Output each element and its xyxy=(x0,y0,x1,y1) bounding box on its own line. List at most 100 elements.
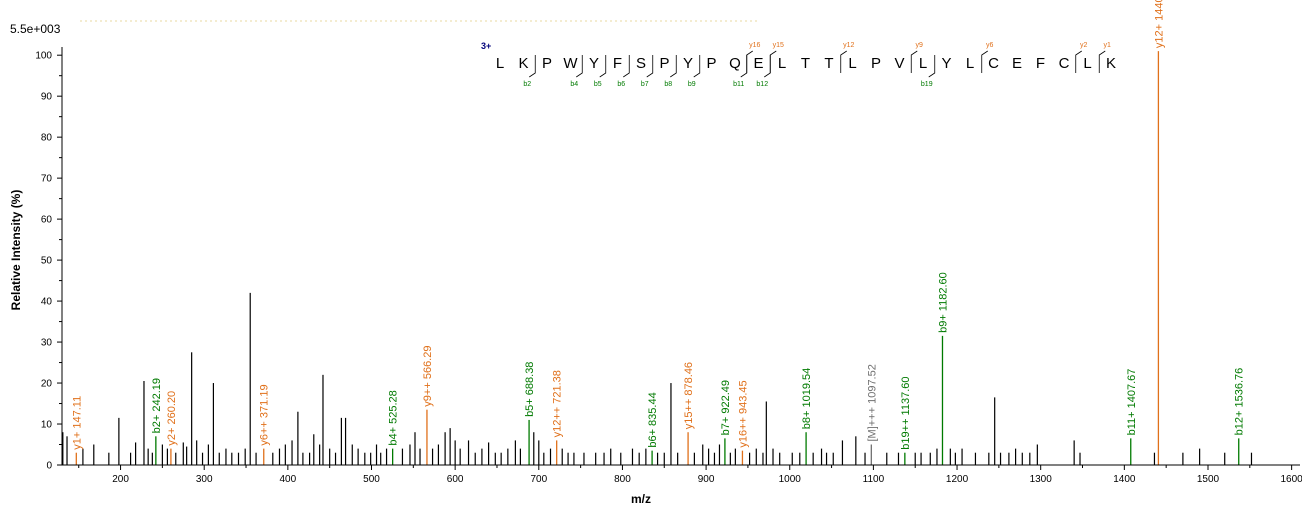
y-tick-label-0: 0 xyxy=(46,461,52,472)
y-tick-label-90: 90 xyxy=(41,92,53,103)
residue-5: Y xyxy=(589,55,599,72)
b-ion-b4: b4 xyxy=(570,81,578,88)
residue-8: P xyxy=(659,55,669,72)
b-cleavage-b12 xyxy=(764,55,771,78)
b-cleavage-b2 xyxy=(529,55,536,78)
b-ion-b7: b7 xyxy=(641,81,649,88)
charge-state-label: 3+ xyxy=(481,41,491,51)
peak-label-3: y6++ 371.19 xyxy=(259,384,271,445)
residue-2: K xyxy=(518,55,528,72)
peak-label-12: b8+ 1019.54 xyxy=(801,368,813,429)
b-cleavage-b4 xyxy=(576,55,583,78)
residue-26: L xyxy=(1083,55,1091,72)
y-ion-y6: y6 xyxy=(986,42,994,49)
peaks-layer xyxy=(62,51,1253,465)
y-ion-y9: y9 xyxy=(916,42,924,49)
x-axis-title: m/z xyxy=(631,492,651,506)
residue-17: P xyxy=(871,55,881,72)
y-tick-label-30: 30 xyxy=(41,338,53,349)
x-tick-label-1400: 1400 xyxy=(1113,474,1136,485)
peak-label-6: b5+ 688.38 xyxy=(524,362,536,417)
residue-18: V xyxy=(894,55,904,72)
x-tick-label-700: 700 xyxy=(530,474,547,485)
residue-24: F xyxy=(1036,55,1045,72)
x-tick-label-1000: 1000 xyxy=(779,474,802,485)
peak-label-1: b2+ 242.19 xyxy=(151,378,163,433)
residue-13: L xyxy=(778,55,786,72)
peak-labels-layer: y1+ 147.11 b2+ 242.19 y2+ 260.20 y6++ 371.1… xyxy=(71,0,1245,450)
y-cleavage-y16 xyxy=(746,50,753,73)
y-cleavage-y12 xyxy=(840,50,847,73)
b-cleavage-b7 xyxy=(646,55,654,78)
peak-label-13: [M]+++ 1097.52 xyxy=(866,364,878,441)
y-tick-label-60: 60 xyxy=(41,215,53,226)
y-tick-label-10: 10 xyxy=(41,420,53,431)
peak-label-11: y16++ 943.45 xyxy=(737,380,749,447)
b-cleavage-b19 xyxy=(928,55,936,78)
residue-9: Y xyxy=(683,55,693,72)
peak-label-8: b6+ 835.44 xyxy=(647,392,659,447)
x-tick-label-900: 900 xyxy=(698,474,715,485)
residue-21: L xyxy=(966,55,974,72)
peak-label-7: y12++ 721.38 xyxy=(552,370,564,437)
axes xyxy=(61,47,1300,466)
peak-label-17: y12+ 1440.73 xyxy=(1153,0,1165,48)
peak-label-15: b9+ 1182.60 xyxy=(937,272,949,333)
intensity-scale-label: 5.5e+003 xyxy=(10,22,61,36)
peak-label-10: b7+ 922.49 xyxy=(720,380,732,435)
x-tick-label-1600: 1600 xyxy=(1281,474,1302,485)
b-cleavage-b9 xyxy=(693,55,701,78)
y-cleavage-y6 xyxy=(981,50,988,73)
peak-label-4: b4+ 525.28 xyxy=(388,390,400,445)
peak-label-16: b11+ 1407.67 xyxy=(1126,369,1138,436)
x-tick-label-300: 300 xyxy=(196,474,213,485)
y-ion-y12: y12 xyxy=(843,42,854,49)
residue-7: S xyxy=(636,55,646,72)
b-cleavage-b6 xyxy=(623,55,630,78)
residue-11: Q xyxy=(729,55,741,72)
y-axis-title: Relative Intensity (%) xyxy=(9,190,23,311)
x-tick-label-1100: 1100 xyxy=(863,474,885,485)
y-ion-y1: y1 xyxy=(1104,42,1112,49)
residue-16: L xyxy=(848,55,856,72)
residue-12: E xyxy=(753,55,763,72)
residue-3: P xyxy=(542,55,552,72)
residue-15: T xyxy=(824,55,833,72)
y-ticks: 0 10 20 30 40 50 60 70 80 90 100 xyxy=(35,51,62,472)
b-cleavage-b5 xyxy=(599,55,607,78)
residue-22: C xyxy=(988,55,999,72)
x-tick-label-600: 600 xyxy=(447,474,464,485)
y-cleavage-y2 xyxy=(1075,50,1082,73)
y-tick-label-70: 70 xyxy=(41,174,53,185)
residue-27: K xyxy=(1106,55,1116,72)
x-tick-label-1300: 1300 xyxy=(1030,474,1053,485)
residue-19: L xyxy=(919,55,927,72)
residue-14: T xyxy=(801,55,810,72)
peak-label-14: b19++ 1137.60 xyxy=(900,377,912,450)
x-tick-label-400: 400 xyxy=(280,474,297,485)
residue-6: F xyxy=(613,55,622,72)
peptide-sequence: 3+ L K P W Y F S P Y P Q E L T T L P V L Y L C E F C L Kb2 b4 b5 b6 b7… xyxy=(481,41,1116,88)
peak-label-5: y9++ 566.29 xyxy=(422,346,434,407)
residue-20: Y xyxy=(941,55,951,72)
residue-23: E xyxy=(1012,55,1022,72)
x-ticks: 200 300 400 500 600 700 800 900 1000 1100 1200 1300… xyxy=(78,465,1302,485)
y-ion-y16: y16 xyxy=(749,42,760,49)
b-cleavage-b8 xyxy=(670,55,677,78)
residue-1: L xyxy=(496,55,504,72)
y-tick-label-80: 80 xyxy=(41,133,53,144)
residue-4: W xyxy=(563,55,578,72)
x-tick-label-800: 800 xyxy=(614,474,631,485)
b-ion-b9: b9 xyxy=(688,81,696,88)
x-tick-label-1200: 1200 xyxy=(946,474,969,485)
residue-10: P xyxy=(706,55,716,72)
b-cleavage-b11 xyxy=(740,55,748,78)
b-ion-b5: b5 xyxy=(594,81,602,88)
peak-label-18: b12+ 1536.76 xyxy=(1234,368,1246,436)
y-cleavage-y9 xyxy=(910,50,918,73)
y-tick-label-100: 100 xyxy=(35,51,52,62)
b-ion-b12: b12 xyxy=(756,81,768,88)
y-ion-y15: y15 xyxy=(773,42,784,49)
y-tick-label-20: 20 xyxy=(41,379,53,390)
x-tick-label-1500: 1500 xyxy=(1197,474,1220,485)
